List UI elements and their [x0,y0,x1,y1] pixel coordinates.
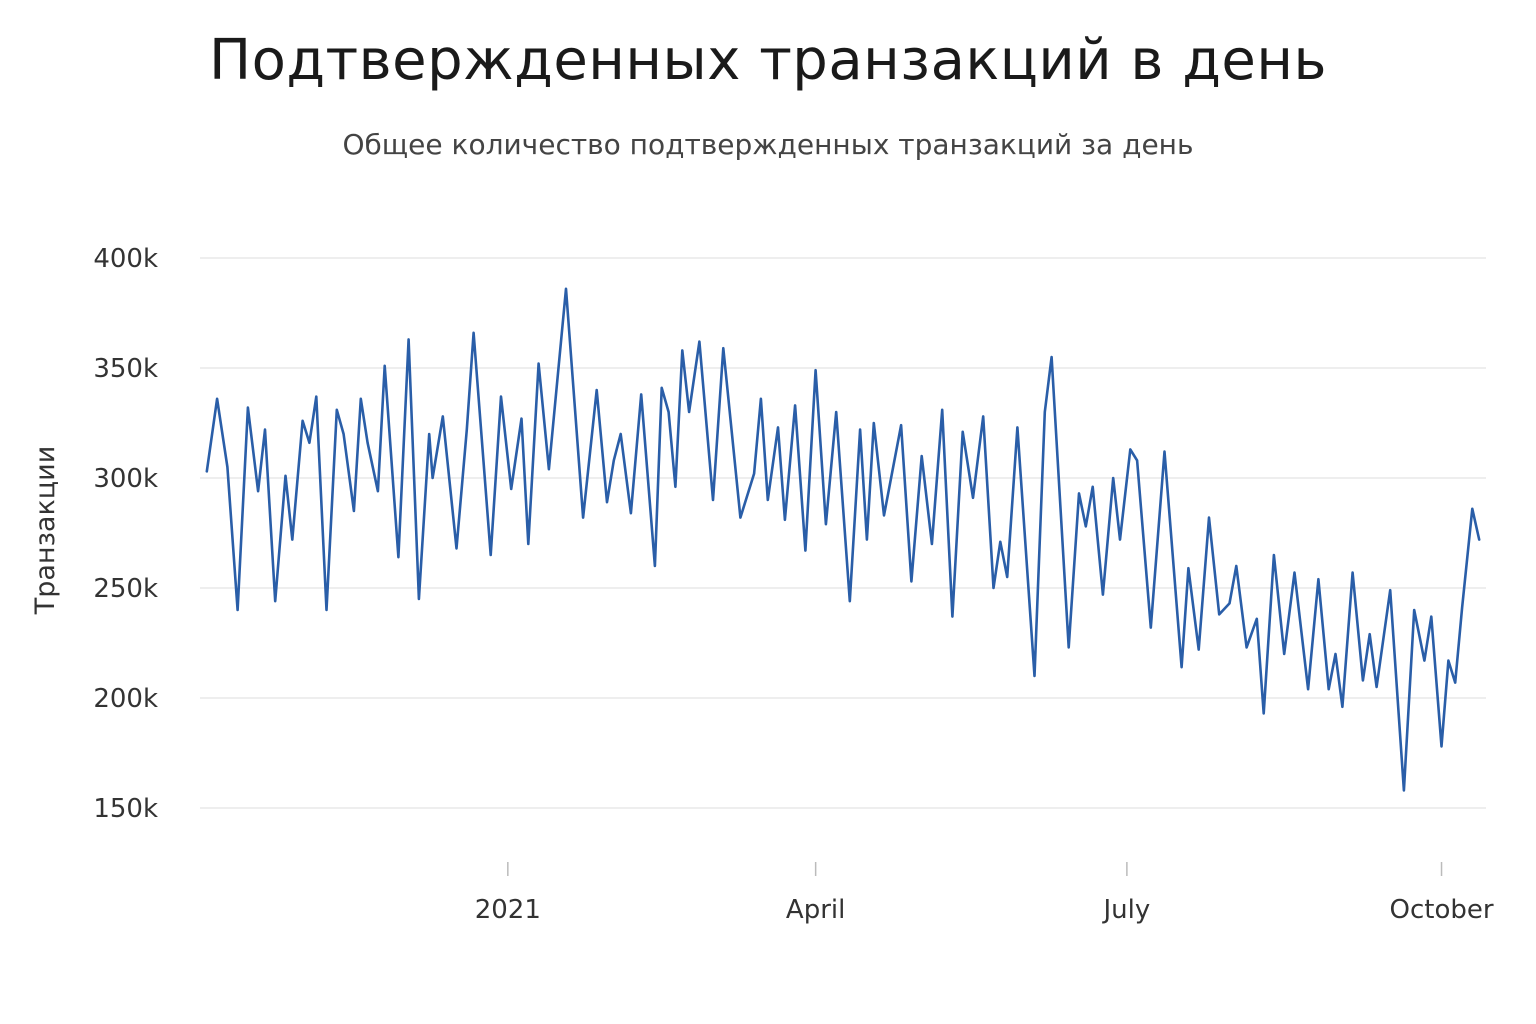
y-tick-label: 350k [93,354,158,384]
y-tick-label: 150k [93,794,158,824]
x-tick-label: July [1101,895,1150,925]
chart-subtitle: Общее количество подтвержденных транзакц… [342,128,1194,161]
y-tick-label: 250k [93,574,158,604]
x-tick-label: April [786,895,845,925]
y-axis-label: Транзакции [30,446,61,616]
y-tick-label: 300k [93,464,158,494]
x-tick-label: October [1390,895,1494,925]
y-tick-label: 400k [93,244,158,274]
x-axis-ticks: 2021 April July October [475,862,1494,925]
series-line [205,287,1481,792]
x-tick-label: 2021 [475,895,541,925]
chart-title: Подтвержденных транзакций в день [208,28,1328,93]
y-axis-ticks: 150k 200k 250k 300k 350k 400k [93,244,158,824]
gridlines [200,257,1486,809]
y-tick-label: 200k [93,684,158,714]
